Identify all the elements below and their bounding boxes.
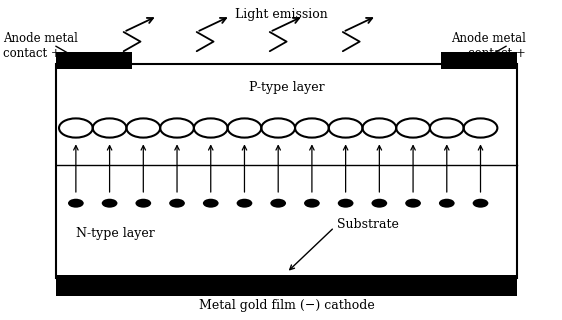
Circle shape <box>439 199 455 208</box>
Circle shape <box>473 199 488 208</box>
Text: Anode metal
contact +: Anode metal contact + <box>3 32 78 60</box>
Circle shape <box>135 199 151 208</box>
Bar <box>56 52 132 69</box>
Circle shape <box>237 199 252 208</box>
Text: P-type layer: P-type layer <box>249 82 324 94</box>
Circle shape <box>203 199 219 208</box>
Circle shape <box>405 199 421 208</box>
Circle shape <box>102 199 117 208</box>
Text: Anode metal
contact +: Anode metal contact + <box>451 32 525 60</box>
Circle shape <box>270 199 286 208</box>
Circle shape <box>68 199 84 208</box>
Circle shape <box>371 199 387 208</box>
Text: N-type layer: N-type layer <box>76 227 155 240</box>
Text: Light emission: Light emission <box>234 8 328 21</box>
Circle shape <box>169 199 185 208</box>
Circle shape <box>304 199 320 208</box>
Bar <box>56 64 517 278</box>
Bar <box>441 52 517 69</box>
Bar <box>56 275 517 296</box>
Text: Substrate: Substrate <box>337 218 399 230</box>
Circle shape <box>338 199 353 208</box>
Text: Metal gold film (−) cathode: Metal gold film (−) cathode <box>199 299 374 312</box>
